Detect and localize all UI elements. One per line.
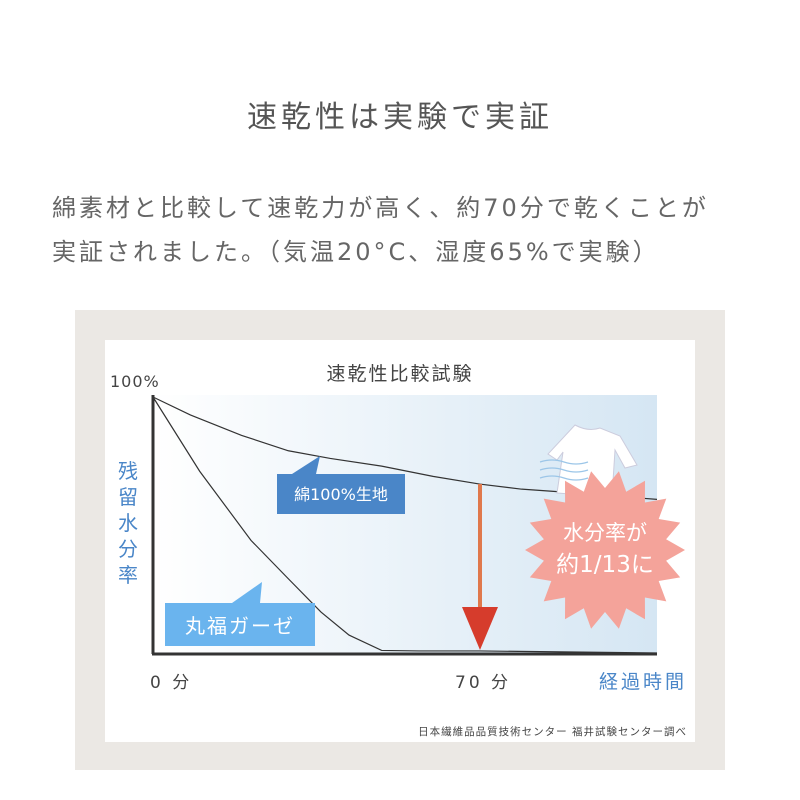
cotton-label-text: 綿100%生地	[294, 485, 388, 504]
down-arrow	[462, 484, 498, 650]
y-axis-label: 残留水分率	[118, 459, 138, 587]
annotation-burst: 水分率が 約1/13に	[525, 471, 685, 629]
annotation-line-2: 約1/13に	[556, 552, 654, 578]
description-line-2: 実証されました。（気温20°C、湿度65%で実験）	[52, 238, 660, 266]
x-tick-0: 0 分	[150, 673, 192, 693]
description-line-1: 綿素材と比較して速乾力が高く、約70分で乾くことが	[52, 194, 709, 222]
gauze-label: 丸福ガーゼ	[165, 582, 315, 646]
series-line-0	[152, 396, 658, 500]
series-line-1	[152, 396, 658, 654]
x-tick-70: 70 分	[455, 673, 511, 693]
gauze-label-text: 丸福ガーゼ	[185, 614, 295, 638]
x-axis-label: 経過時間	[599, 671, 687, 693]
annotation-line-1: 水分率が	[563, 521, 647, 545]
source-note: 日本繊維品品質技術センター 福井試験センター調べ	[418, 725, 687, 738]
cotton-label: 綿100%生地	[277, 456, 405, 514]
y-tick-100: 100%	[110, 372, 160, 391]
chart-title: 速乾性比較試験	[326, 363, 473, 385]
page-title: 速乾性は実験で実証	[247, 100, 553, 135]
tshirt-icon	[539, 424, 638, 498]
